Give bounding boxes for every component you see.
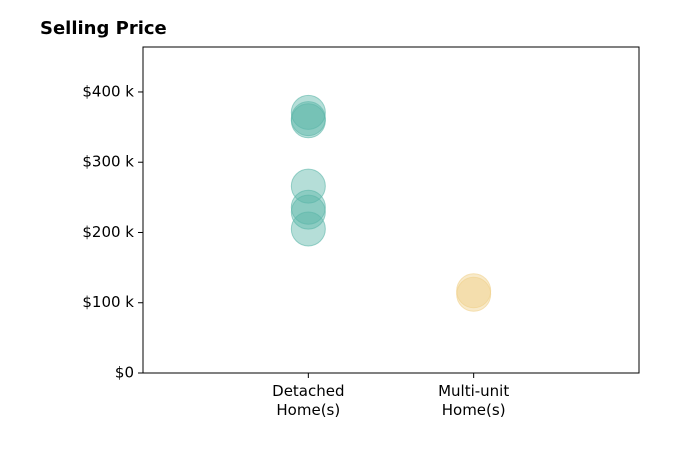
y-tick-label: $0 <box>115 364 134 382</box>
point <box>290 168 326 204</box>
y-tick-label: $400 k <box>82 82 134 100</box>
y-tick-label: $100 k <box>82 293 134 311</box>
point <box>456 276 492 312</box>
plot-frame <box>142 46 640 374</box>
point <box>290 103 326 139</box>
x-tick-label: Multi-unit Home(s) <box>438 382 510 419</box>
y-tick-label: $300 k <box>82 153 134 171</box>
point <box>290 211 326 247</box>
point <box>290 189 326 225</box>
y-tick-label: $200 k <box>82 223 134 241</box>
x-tick-label: Detached Home(s) <box>272 382 345 419</box>
chart-title: Selling Price <box>40 18 167 39</box>
